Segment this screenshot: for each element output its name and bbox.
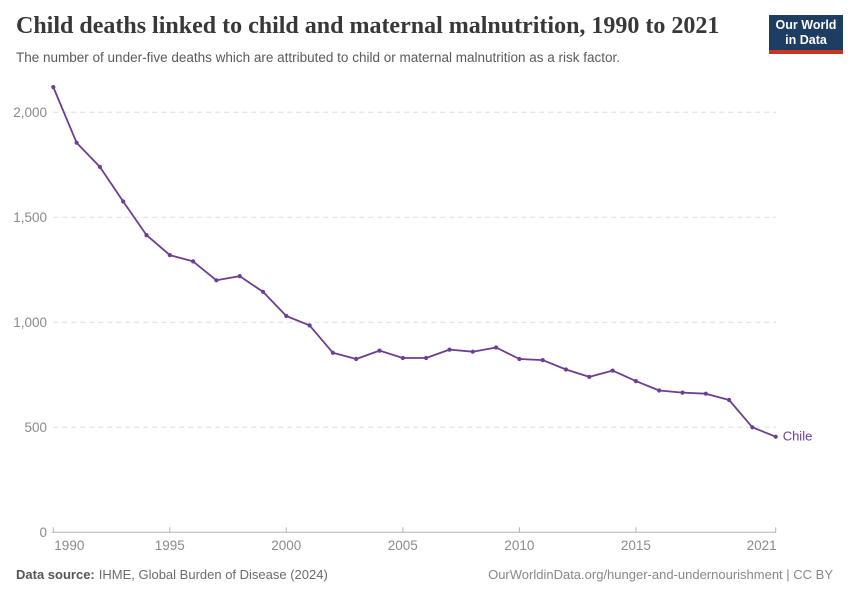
data-point (121, 199, 126, 204)
data-point (284, 313, 289, 319)
data-point (330, 350, 335, 355)
data-point (144, 233, 149, 238)
data-point (563, 367, 569, 372)
x-tick-label: 2000 (271, 538, 301, 553)
chart-header: Child deaths linked to child and materna… (16, 12, 843, 67)
data-point (517, 356, 522, 362)
x-tick-label: 1990 (54, 538, 84, 553)
y-tick-label: 500 (24, 420, 47, 435)
data-point (97, 164, 102, 169)
data-point (587, 374, 592, 379)
y-tick-label: 2,000 (13, 105, 47, 120)
data-source: Data source: IHME, Global Burden of Disea… (16, 567, 328, 582)
data-point (680, 390, 685, 395)
data-point (470, 349, 475, 354)
x-tick-label: 2005 (388, 538, 418, 553)
data-point (540, 358, 545, 363)
data-point (51, 85, 56, 90)
data-point (377, 348, 382, 353)
data-point (354, 356, 359, 362)
owid-logo-line2: in Data (785, 32, 827, 47)
data-point (750, 425, 755, 430)
data-point (424, 355, 429, 361)
data-point (214, 278, 219, 283)
entity-label: Chile (783, 429, 813, 444)
owid-logo-line1: Our World (775, 18, 837, 32)
owid-logo: Our World in Data (769, 15, 843, 54)
data-point (307, 323, 312, 328)
chart-subtitle: The number of under-five deaths which ar… (16, 49, 621, 65)
data-point (657, 388, 662, 393)
data-point (167, 253, 172, 258)
y-tick-label: 1,000 (13, 315, 47, 330)
data-source-label: Data source: (16, 567, 95, 582)
data-point (610, 368, 615, 373)
page-title: Child deaths linked to child and materna… (16, 13, 720, 39)
credit-line: OurWorldinData.org/hunger-and-undernouri… (488, 567, 833, 582)
data-point (703, 391, 708, 396)
x-tick-label: 2021 (747, 538, 777, 553)
data-source-value: IHME, Global Burden of Disease (2024) (98, 567, 328, 582)
data-point (447, 347, 452, 352)
x-tick-label: 1995 (155, 538, 185, 553)
data-point (191, 259, 196, 264)
data-point (237, 274, 242, 279)
data-point (633, 379, 639, 384)
x-tick-label: 2015 (621, 538, 651, 553)
y-tick-label: 1,500 (13, 210, 47, 225)
data-point (494, 345, 499, 350)
data-point (727, 397, 732, 403)
data-point (400, 355, 405, 361)
data-line (52, 86, 777, 438)
data-point (773, 434, 778, 439)
y-tick-label: 0 (39, 525, 47, 540)
data-point (260, 289, 266, 294)
data-point (74, 140, 79, 145)
chart-footer: Data source: IHME, Global Burden of Disea… (16, 567, 833, 582)
x-tick-label: 2010 (504, 538, 534, 553)
